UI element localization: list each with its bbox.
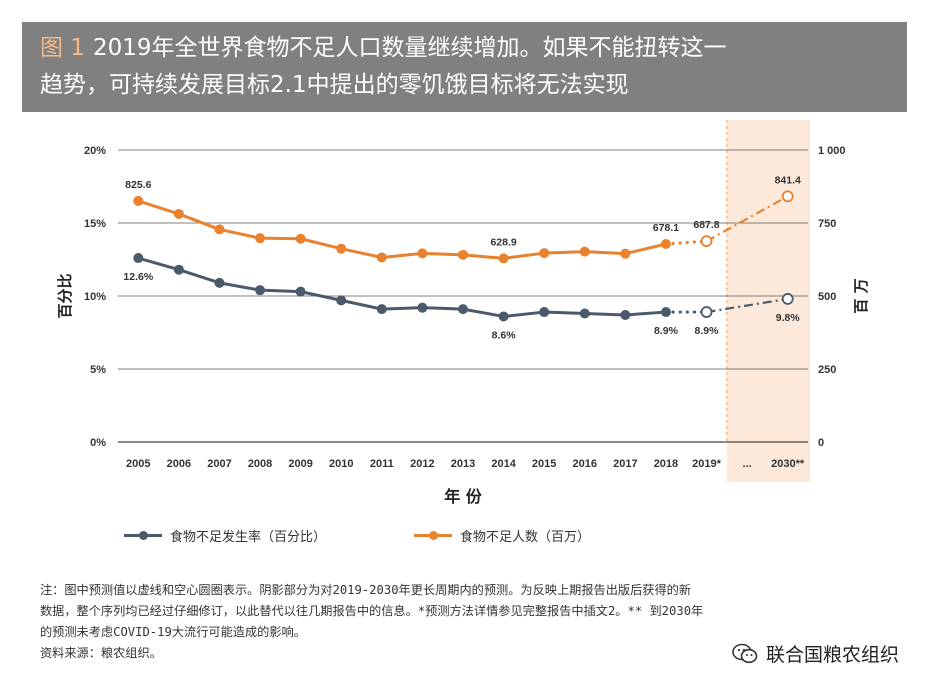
data-point xyxy=(539,248,550,259)
line-chart: 0% 5% 10% 15% 20% 0 250 500 750 1 000 2005 2006 2007… xyxy=(56,120,870,506)
x-tick-label: 2017 xyxy=(613,458,637,470)
legend-label-prevalence: 食物不足发生率（百分比） xyxy=(170,530,327,545)
figure-label: 图 1 xyxy=(40,35,85,61)
data-point xyxy=(660,307,671,318)
note-line-2: 数据，整个序列均已经过仔细修订，以此替代以往几期报告中的信息。*预测方法详情参见… xyxy=(40,604,704,618)
data-point xyxy=(255,233,266,244)
x-tick-label: 2009 xyxy=(288,458,312,470)
data-label: 841.4 xyxy=(775,174,801,186)
y-right-tick-label: 750 xyxy=(818,218,836,230)
x-tick-label: 2015 xyxy=(532,458,556,470)
data-point xyxy=(295,233,306,244)
data-point xyxy=(336,295,347,306)
title-band: 图 1 2019年全世界食物不足人口数量继续增加。如果不能扭转这一 趋势，可持续发… xyxy=(22,22,907,112)
note-line-3: 的预测未考虑COVID-19大流行可能造成的影响。 xyxy=(40,625,306,639)
x-tick-label: 2019* xyxy=(692,458,721,470)
data-point xyxy=(579,308,590,319)
data-point xyxy=(133,253,144,264)
x-tick-label: ... xyxy=(743,458,752,470)
data-point xyxy=(579,246,590,257)
data-point xyxy=(255,285,266,296)
x-tick-label: 2007 xyxy=(207,458,231,470)
series-projection-dash-1 xyxy=(705,195,789,243)
x-tick-label: 2012 xyxy=(410,458,434,470)
data-point xyxy=(539,307,550,318)
data-point xyxy=(498,311,509,322)
data-label: 687.8 xyxy=(693,219,719,231)
data-label: 12.6% xyxy=(123,271,153,283)
data-point-projected xyxy=(700,306,713,318)
x-axis-label: 年 份 xyxy=(444,487,483,506)
data-point xyxy=(620,309,631,320)
data-point-projected xyxy=(700,235,713,248)
y-right-tick-label: 250 xyxy=(818,364,836,376)
data-point xyxy=(133,195,144,206)
legend-item-number: 食物不足人数（百万） xyxy=(414,526,590,545)
y-left-axis-label: 百分比 xyxy=(56,273,74,318)
y-right-tick-label: 1 000 xyxy=(818,145,846,157)
data-label: 628.9 xyxy=(490,236,516,248)
data-point xyxy=(376,252,387,263)
title-line-1: 图 1 2019年全世界食物不足人口数量继续增加。如果不能扭转这一 xyxy=(40,35,727,61)
x-tick-label: 2005 xyxy=(126,458,150,470)
y-left-tick-label: 20% xyxy=(84,145,106,157)
data-point xyxy=(417,248,428,259)
series-projection-dots-1 xyxy=(664,239,709,246)
series-line-0 xyxy=(137,256,667,318)
y-right-axis-label: 百 万 xyxy=(852,278,870,313)
data-point-projected xyxy=(781,293,794,305)
x-tick-label: 2006 xyxy=(167,458,191,470)
legend-item-prevalence: 食物不足发生率（百分比） xyxy=(124,526,326,545)
data-point xyxy=(660,238,671,249)
source-line: 资料来源：粮农组织。 xyxy=(40,646,162,660)
data-point xyxy=(295,286,306,297)
y-left-tick-label: 15% xyxy=(84,218,106,230)
notes: 注：图中预测值以虚线和空心圆圈表示。阴影部分为对2019-2030年更长周期内的… xyxy=(40,580,900,664)
watermark: 联合国粮农组织 xyxy=(732,640,899,667)
watermark-text: 联合国粮农组织 xyxy=(765,644,899,666)
y-left-tick-label: 0% xyxy=(90,437,106,449)
y-right-tick-label: 0 xyxy=(818,437,824,449)
data-point xyxy=(376,304,387,315)
legend-swatch-prevalence xyxy=(124,531,162,540)
note-line-1: 注：图中预测值以虚线和空心圆圈表示。阴影部分为对2019-2030年更长周期内的… xyxy=(40,583,692,597)
legend-label-number: 食物不足人数（百万） xyxy=(460,530,591,545)
data-point xyxy=(620,248,631,259)
y-right-tick-label: 500 xyxy=(818,291,836,303)
x-tick-label: 2013 xyxy=(451,458,475,470)
wechat-icon xyxy=(732,643,758,665)
y-left-tick-label: 5% xyxy=(90,364,106,376)
data-point xyxy=(498,253,509,264)
title-line-2: 趋势，可持续发展目标2.1中提出的零饥饿目标将无法实现 xyxy=(40,72,629,98)
data-label: 678.1 xyxy=(653,222,679,234)
series-line-1 xyxy=(137,199,667,260)
legend-swatch-number xyxy=(414,531,452,540)
data-label: 825.6 xyxy=(125,179,151,191)
data-point xyxy=(458,304,468,315)
x-tick-label: 2008 xyxy=(248,458,272,470)
data-label: 8.9% xyxy=(695,325,720,337)
data-point xyxy=(173,208,184,219)
x-tick-label: 2014 xyxy=(491,458,516,470)
x-tick-label: 2030** xyxy=(771,458,805,470)
data-point xyxy=(336,243,347,254)
data-label: 8.9% xyxy=(654,325,679,337)
data-point-projected xyxy=(781,190,794,203)
x-tick-label: 2018 xyxy=(654,458,678,470)
data-point xyxy=(173,264,184,275)
x-tick-label: 2016 xyxy=(573,458,597,470)
data-point xyxy=(458,249,468,260)
data-point xyxy=(214,277,225,288)
data-label: 9.8% xyxy=(776,312,801,324)
series-projection-dash-0 xyxy=(706,297,788,314)
data-point xyxy=(417,302,428,313)
y-left-tick-label: 10% xyxy=(84,291,106,303)
x-tick-label: 2010 xyxy=(329,458,353,470)
x-tick-label: 2011 xyxy=(370,458,394,470)
data-label: 8.6% xyxy=(492,329,517,341)
data-point xyxy=(214,224,225,235)
legend: 食物不足发生率（百分比） 食物不足人数（百万） xyxy=(0,526,927,550)
